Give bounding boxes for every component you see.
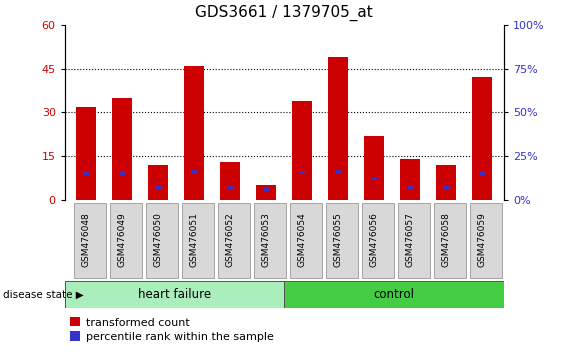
Text: GSM476053: GSM476053	[262, 212, 271, 267]
Bar	[110, 203, 142, 278]
Text: heart failure: heart failure	[138, 288, 211, 301]
Bar	[290, 203, 322, 278]
Title: GDS3661 / 1379705_at: GDS3661 / 1379705_at	[195, 5, 373, 21]
Bar	[74, 203, 106, 278]
Bar	[407, 187, 414, 189]
Text: GSM476059: GSM476059	[478, 212, 487, 267]
Bar	[443, 187, 450, 189]
Text: GSM476052: GSM476052	[226, 212, 235, 267]
Bar	[146, 203, 178, 278]
Bar	[364, 136, 384, 200]
Bar	[221, 162, 240, 200]
Text: GSM476050: GSM476050	[154, 212, 163, 267]
Bar	[263, 188, 270, 190]
Bar	[371, 178, 378, 180]
Text: disease state ▶: disease state ▶	[3, 290, 83, 300]
Bar	[328, 57, 348, 200]
Text: GSM476054: GSM476054	[298, 212, 307, 267]
Bar	[227, 187, 234, 189]
Bar	[400, 159, 420, 200]
Bar	[254, 203, 287, 278]
Legend: transformed count, percentile rank within the sample: transformed count, percentile rank withi…	[70, 317, 274, 342]
Bar	[479, 172, 486, 175]
Bar	[119, 172, 126, 175]
Bar	[256, 185, 276, 200]
Bar	[436, 165, 456, 200]
Bar	[362, 203, 394, 278]
Bar	[434, 203, 466, 278]
Bar	[65, 281, 284, 308]
Bar	[113, 98, 132, 200]
Bar	[182, 203, 215, 278]
Bar	[292, 101, 312, 200]
Text: GSM476055: GSM476055	[334, 212, 343, 267]
Text: GSM476048: GSM476048	[82, 212, 91, 267]
Text: GSM476058: GSM476058	[442, 212, 451, 267]
Bar	[335, 170, 342, 173]
Text: GSM476051: GSM476051	[190, 212, 199, 267]
Bar	[326, 203, 358, 278]
Text: control: control	[374, 288, 414, 301]
Bar	[472, 78, 492, 200]
Bar	[398, 203, 430, 278]
Bar	[284, 281, 504, 308]
Bar	[470, 203, 502, 278]
Text: GSM476057: GSM476057	[406, 212, 415, 267]
Text: GSM476056: GSM476056	[370, 212, 379, 267]
Bar	[299, 171, 306, 175]
Bar	[149, 165, 168, 200]
Bar	[77, 107, 96, 200]
Bar	[83, 172, 90, 175]
Bar	[191, 170, 198, 173]
Bar	[218, 203, 251, 278]
Text: GSM476049: GSM476049	[118, 212, 127, 267]
Bar	[185, 65, 204, 200]
Bar	[155, 187, 162, 189]
